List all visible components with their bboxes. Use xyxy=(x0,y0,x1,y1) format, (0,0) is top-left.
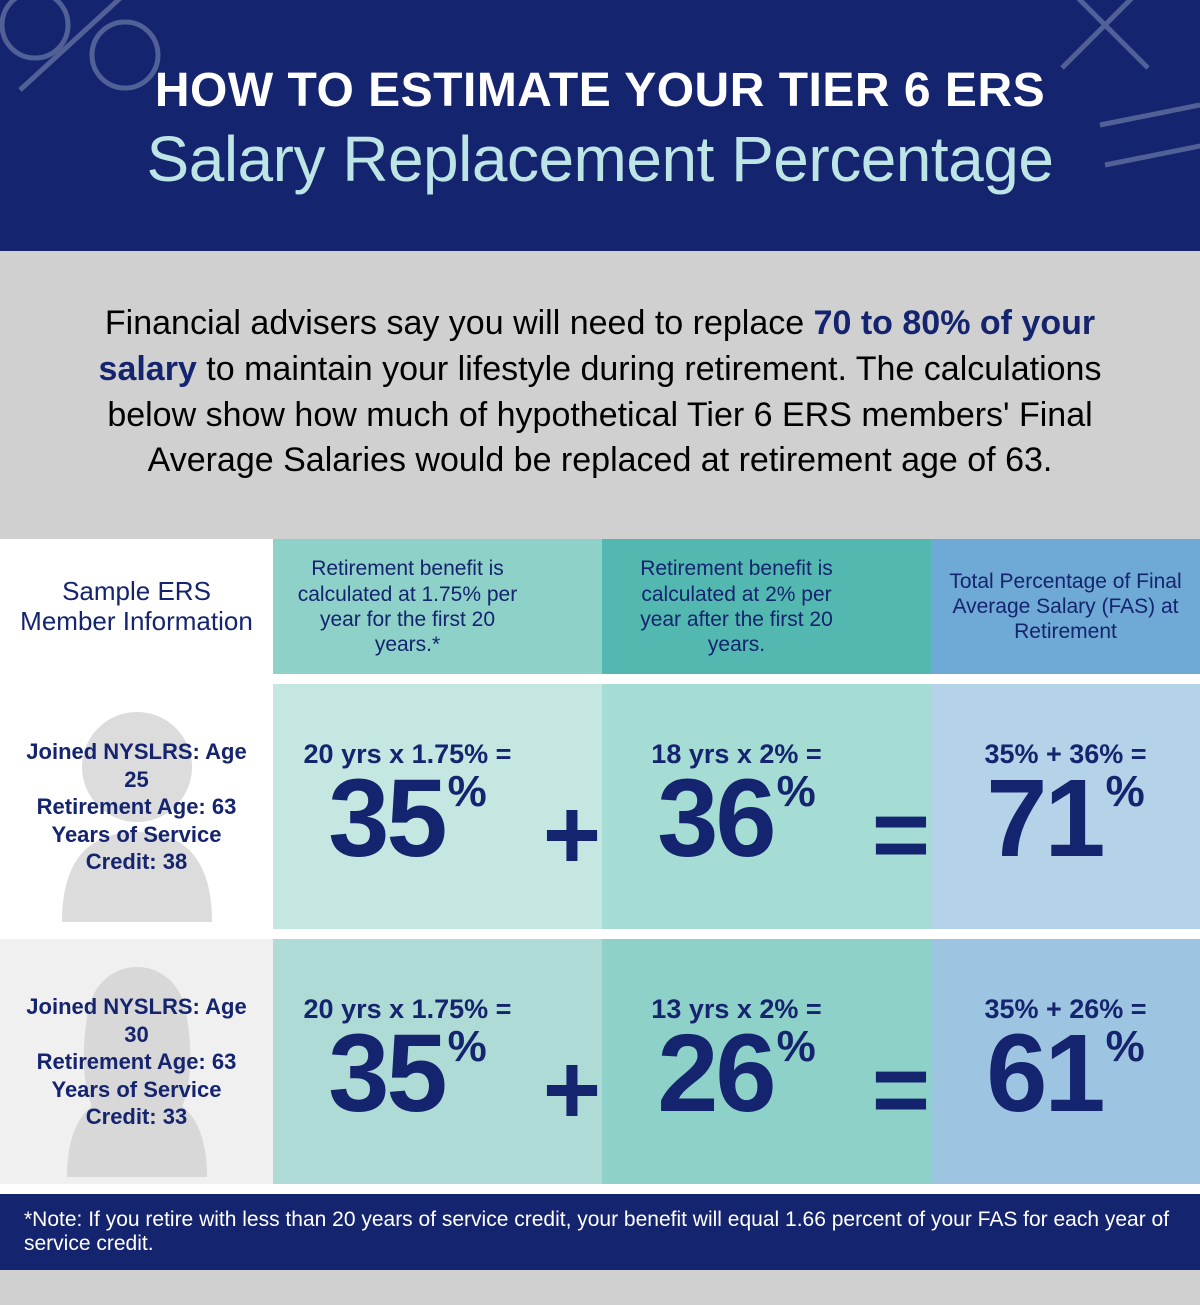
calc-value: 61 xyxy=(986,1019,1102,1129)
member-years: Years of Service Credit: 38 xyxy=(15,821,258,876)
header-col-member: Sample ERS Member Information xyxy=(0,539,273,674)
calc-value: 71 xyxy=(986,764,1102,874)
member-joined: Joined NYSLRS: Age 25 xyxy=(15,738,258,793)
percent-symbol: % xyxy=(448,1022,487,1071)
header-col-first20: Retirement benefit is calculated at 1.75… xyxy=(273,539,542,674)
row-separator xyxy=(0,674,1200,684)
hero-title-line1: HOW TO ESTIMATE YOUR TIER 6 ERS xyxy=(40,65,1160,118)
calc-value: 36 xyxy=(657,764,773,874)
member-joined: Joined NYSLRS: Age 30 xyxy=(15,993,258,1048)
row-separator xyxy=(0,1184,1200,1194)
row-separator xyxy=(0,929,1200,939)
operator-equals: = xyxy=(871,939,931,1184)
member-info-cell: Joined NYSLRS: Age 30 Retirement Age: 63… xyxy=(0,939,273,1184)
operator-plus: + xyxy=(542,684,602,929)
calc-cell-first20: 20 yrs x 1.75% = 35% xyxy=(273,684,542,929)
hero-banner: HOW TO ESTIMATE YOUR TIER 6 ERS Salary R… xyxy=(0,0,1200,251)
calc-cell-total: 35% + 36% = 71% xyxy=(931,684,1200,929)
header-spacer xyxy=(542,539,602,674)
deco-x-icon xyxy=(1050,0,1160,80)
header-spacer xyxy=(871,539,931,674)
intro-paragraph: Financial advisers say you will need to … xyxy=(0,251,1200,540)
calc-cell-total: 35% + 26% = 61% xyxy=(931,939,1200,1184)
footnote: *Note: If you retire with less than 20 y… xyxy=(0,1194,1200,1270)
calc-cell-after20: 18 yrs x 2% = 36% xyxy=(602,684,871,929)
calculation-table: Sample ERS Member Information Retirement… xyxy=(0,539,1200,1194)
hero-title-line2: Salary Replacement Percentage xyxy=(40,122,1160,196)
table-header-row: Sample ERS Member Information Retirement… xyxy=(0,539,1200,674)
header-col-after20: Retirement benefit is calculated at 2% p… xyxy=(602,539,871,674)
intro-text-post: to maintain your lifestyle during retire… xyxy=(107,350,1101,480)
percent-symbol: % xyxy=(1106,1022,1145,1071)
intro-text-pre: Financial advisers say you will need to … xyxy=(105,304,814,342)
calc-value: 35 xyxy=(328,1019,444,1129)
calc-value: 26 xyxy=(657,1019,773,1129)
percent-symbol: % xyxy=(1106,767,1145,816)
deco-percent-icon xyxy=(0,0,180,100)
member-years: Years of Service Credit: 33 xyxy=(15,1076,258,1131)
operator-equals: = xyxy=(871,684,931,929)
calc-cell-after20: 13 yrs x 2% = 26% xyxy=(602,939,871,1184)
member-info-cell: Joined NYSLRS: Age 25 Retirement Age: 63… xyxy=(0,684,273,929)
operator-plus: + xyxy=(542,939,602,1184)
header-col-total: Total Percentage of Final Average Salary… xyxy=(931,539,1200,674)
table-row: Joined NYSLRS: Age 30 Retirement Age: 63… xyxy=(0,939,1200,1184)
calc-cell-first20: 20 yrs x 1.75% = 35% xyxy=(273,939,542,1184)
member-retire: Retirement Age: 63 xyxy=(15,793,258,821)
percent-symbol: % xyxy=(777,1022,816,1071)
deco-equals-icon xyxy=(1090,100,1200,180)
percent-symbol: % xyxy=(448,767,487,816)
calc-value: 35 xyxy=(328,764,444,874)
member-retire: Retirement Age: 63 xyxy=(15,1048,258,1076)
percent-symbol: % xyxy=(777,767,816,816)
table-row: Joined NYSLRS: Age 25 Retirement Age: 63… xyxy=(0,684,1200,929)
